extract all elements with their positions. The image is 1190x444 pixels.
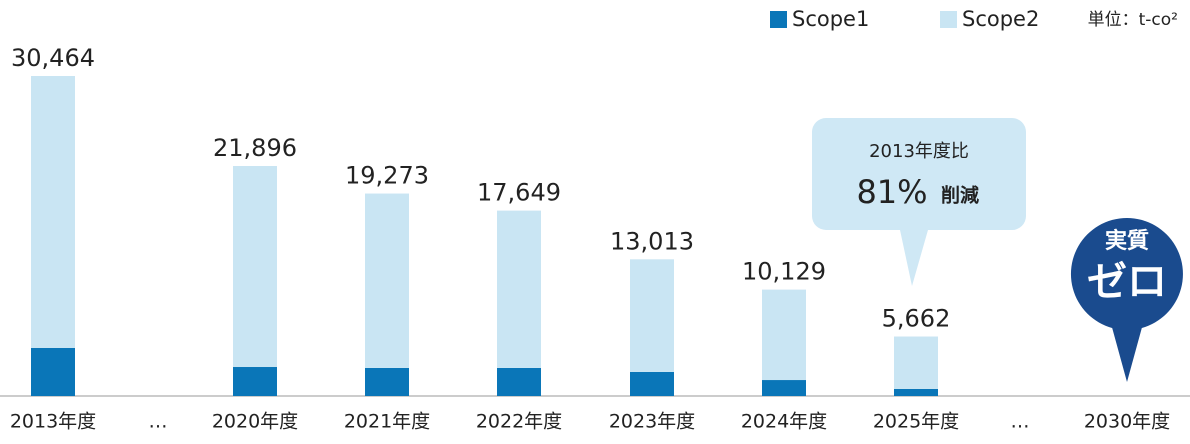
- x-tick-label: 2024年度: [741, 411, 827, 433]
- badge-circle: [1070, 218, 1183, 330]
- legend-label: Scope1: [792, 7, 869, 31]
- bar-segment: [31, 347, 75, 396]
- total-label: 10,129: [742, 258, 826, 286]
- legend-label: Scope2: [962, 7, 1039, 31]
- bar-segment: [762, 380, 806, 396]
- bar-segment: [365, 367, 409, 396]
- bar-segment: [497, 367, 541, 396]
- total-label: 30,464: [11, 44, 95, 72]
- x-tick-label: 2020年度: [212, 411, 298, 433]
- x-tick-label: 2025年度: [873, 411, 959, 433]
- x-tick-label: 2030年度: [1084, 411, 1170, 433]
- bar-segment: [233, 166, 277, 368]
- bar-segment: [630, 371, 674, 396]
- bar-segment: [894, 388, 938, 396]
- total-label: 21,896: [213, 134, 297, 162]
- callout-bubble: [812, 118, 1026, 286]
- x-tick-label: 2021年度: [344, 411, 430, 433]
- callout-percent: 81%: [856, 173, 927, 211]
- bar-segment: [894, 336, 938, 389]
- badge-tail: [1110, 320, 1144, 382]
- bar-segment: [31, 76, 75, 348]
- x-tick-label: 2022年度: [476, 411, 562, 433]
- bar-segment: [365, 193, 409, 368]
- total-label: 17,649: [477, 179, 561, 207]
- unit-label: 単位：t-co²: [1088, 10, 1178, 30]
- bar-segment: [497, 210, 541, 368]
- badge-line2: ゼロ: [1087, 259, 1167, 305]
- callout-text: 削減: [941, 184, 979, 207]
- total-label: 5,662: [882, 305, 951, 333]
- x-tick-label: 2013年度: [10, 411, 96, 433]
- legend-swatch: [770, 11, 787, 28]
- total-label: 19,273: [345, 162, 429, 190]
- legend-swatch: [940, 11, 957, 28]
- callout-line1: 2013年度比: [869, 141, 969, 162]
- x-tick-label: …: [1011, 411, 1030, 433]
- x-tick-label: 2023年度: [609, 411, 695, 433]
- badge-line1: 実質: [1105, 228, 1149, 254]
- bar-segment: [762, 289, 806, 381]
- bar-segment: [630, 259, 674, 372]
- bar-segment: [233, 367, 277, 396]
- target-badge: 実質 ゼロ: [1070, 218, 1183, 382]
- callout-reduction: 2013年度比 81% 削減: [812, 118, 1026, 286]
- total-label: 13,013: [610, 227, 694, 255]
- x-tick-label: …: [149, 411, 168, 433]
